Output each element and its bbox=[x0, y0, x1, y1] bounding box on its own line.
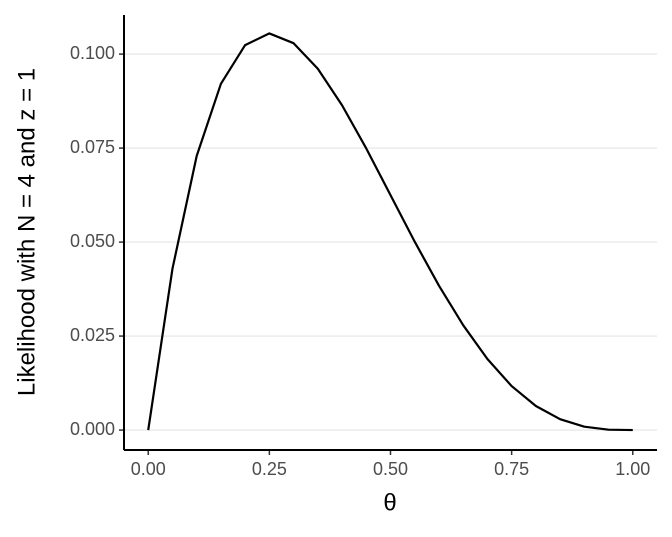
y-tick-label: 0.075 bbox=[70, 137, 115, 157]
y-tick-label: 0.025 bbox=[70, 325, 115, 345]
y-tick-label: 0.050 bbox=[70, 231, 115, 251]
y-axis-label: Likelihood with N = 4 and z = 1 bbox=[13, 68, 40, 396]
x-tick-label: 0.50 bbox=[373, 459, 408, 479]
x-axis-label: θ bbox=[383, 489, 396, 516]
y-tick-label: 0.100 bbox=[70, 43, 115, 63]
x-tick-label: 0.25 bbox=[252, 459, 287, 479]
x-tick-label: 0.00 bbox=[131, 459, 166, 479]
likelihood-line bbox=[147, 32, 633, 432]
x-tick-label: 1.00 bbox=[615, 459, 650, 479]
x-tick-label: 0.75 bbox=[494, 459, 529, 479]
y-tick-label: 0.000 bbox=[70, 419, 115, 439]
